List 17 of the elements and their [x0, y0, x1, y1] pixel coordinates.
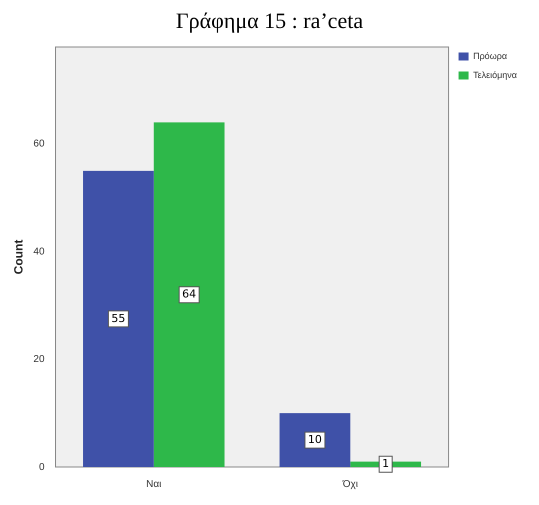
data-label: 55: [111, 312, 126, 325]
y-tick-label: 20: [33, 354, 45, 366]
x-tick-label: Ναι: [146, 478, 162, 490]
y-axis-title: Count: [12, 240, 26, 274]
data-label: 1: [382, 457, 390, 470]
legend-label: Πρόωρα: [473, 50, 508, 61]
x-tick-label: Όχι: [342, 478, 358, 490]
bar: [83, 170, 154, 467]
legend-label: Τελειόμηνα: [473, 70, 518, 80]
y-tick-label: 0: [38, 462, 45, 473]
bar: [280, 413, 350, 467]
bar: [154, 122, 225, 467]
data-label: 10: [308, 432, 322, 446]
y-tick-label: 40: [33, 246, 45, 258]
y-tick-label: 60: [33, 138, 45, 150]
chart-title: Γράφημα 15 : ra’ceta: [174, 8, 364, 34]
data-label: 64: [182, 288, 196, 301]
